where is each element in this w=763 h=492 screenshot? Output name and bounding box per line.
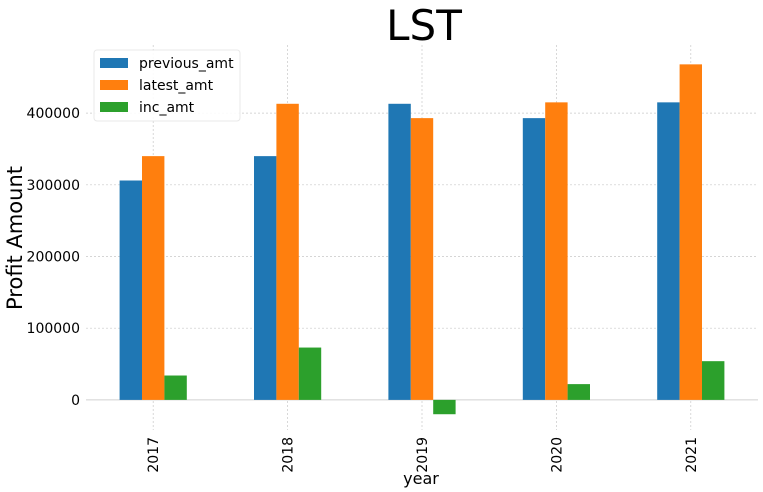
y-tick-label: 200000 — [27, 249, 80, 265]
bar-inc_amt-2021 — [702, 361, 725, 400]
x-tick-label: 2019 — [415, 437, 431, 473]
x-axis-label: year — [403, 469, 439, 488]
legend-label-inc_amt: inc_amt — [139, 100, 195, 116]
bar-previous_amt-2019 — [388, 103, 411, 400]
legend-swatch-previous_amt — [100, 58, 128, 68]
y-axis-label: Profit Amount — [3, 166, 27, 310]
y-axis-ticks: 0 100000 200000 300000 400000 — [27, 106, 80, 409]
y-tick-label: 100000 — [27, 321, 80, 337]
chart-title: LST — [386, 1, 462, 50]
x-axis-ticks: 2017 2018 2019 2020 2021 — [146, 437, 700, 473]
legend-label-latest_amt: latest_amt — [139, 78, 214, 94]
x-tick-label: 2021 — [684, 437, 700, 473]
y-tick-label: 300000 — [27, 178, 80, 194]
bar-latest_amt-2019 — [410, 118, 434, 400]
bar-previous_amt-2021 — [657, 102, 680, 400]
legend-swatch-inc_amt — [100, 102, 128, 112]
y-tick-label: 0 — [71, 393, 80, 409]
x-tick-label: 2018 — [281, 437, 297, 473]
bar-latest_amt-2021 — [679, 64, 702, 400]
legend-label-previous_amt: previous_amt — [139, 56, 234, 72]
bar-latest_amt-2018 — [276, 103, 299, 400]
legend-box — [93, 49, 241, 122]
legend: previous_amt latest_amt inc_amt — [93, 49, 241, 122]
y-tick-label: 400000 — [27, 106, 80, 122]
x-tick-label: 2020 — [549, 437, 565, 473]
bar-inc_amt-2020 — [567, 384, 590, 400]
bar-previous_amt-2017 — [119, 180, 142, 400]
legend-swatch-latest_amt — [100, 80, 128, 90]
bars — [119, 64, 725, 415]
x-tick-label: 2017 — [146, 437, 162, 473]
bar-inc_amt-2019 — [433, 399, 456, 415]
bar-inc_amt-2018 — [298, 347, 322, 400]
bar-previous_amt-2020 — [522, 118, 546, 400]
bar-latest_amt-2017 — [142, 156, 165, 400]
bar-latest_amt-2020 — [545, 102, 568, 400]
bar-inc_amt-2017 — [164, 375, 187, 400]
bar-previous_amt-2018 — [254, 156, 277, 400]
